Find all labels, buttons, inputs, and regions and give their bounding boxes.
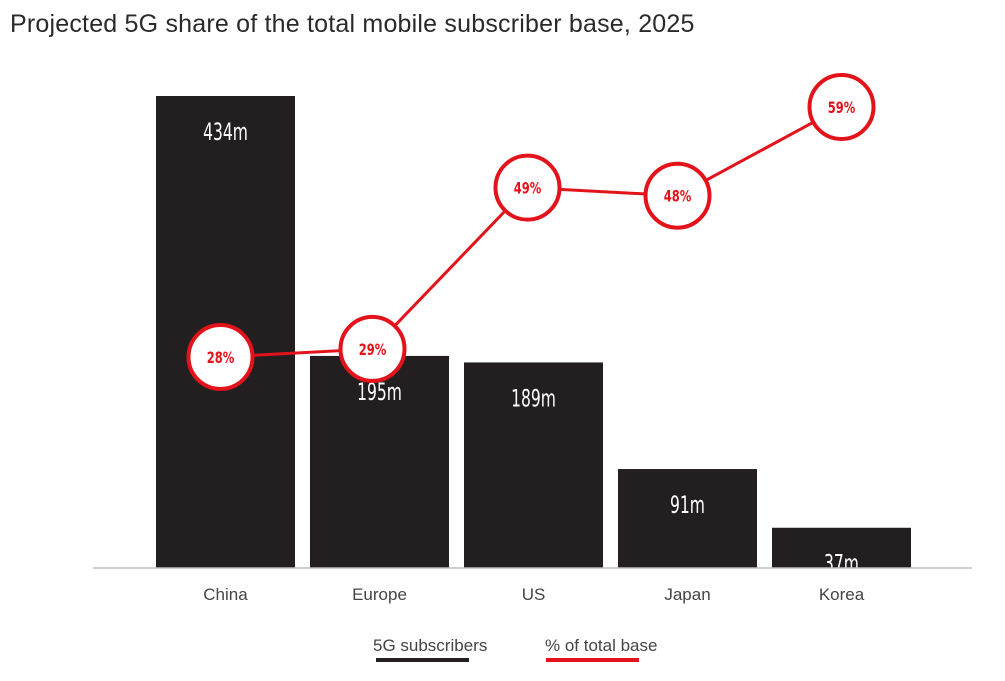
bar-europe [310, 355, 449, 568]
bar-value-label: 189m [511, 385, 556, 413]
category-label-japan: Japan [664, 585, 710, 604]
percent-marker-china [186, 323, 255, 391]
bar-value-label: 37m [824, 550, 859, 578]
category-label-china: China [203, 585, 248, 604]
category-label-us: US [522, 585, 546, 604]
chart-title: Projected 5G share of the total mobile s… [10, 10, 695, 38]
bar-korea [772, 527, 911, 568]
percent-marker-korea [807, 73, 876, 141]
percent-value-label: 48% [664, 188, 692, 206]
legend-swatch-percent-total [546, 658, 639, 662]
percent-series-line [220, 105, 843, 359]
legend-label-5g-subscribers: 5G subscribers [373, 636, 487, 655]
category-label-europe: Europe [352, 585, 407, 604]
percent-value-label: 29% [359, 341, 387, 359]
bar-japan [618, 469, 757, 568]
bar-value-label: 91m [670, 491, 705, 519]
percent-line-group: 28% 29% 49% 48% 59% [186, 73, 876, 391]
bar-value-label: 195m [357, 378, 402, 406]
category-labels: China Europe US Japan Korea [203, 585, 864, 604]
bar-us [464, 362, 603, 568]
percent-marker-japan [643, 161, 712, 230]
percent-value-label: 49% [514, 180, 542, 198]
percent-value-label: 59% [828, 99, 856, 117]
legend-swatch-5g-subscribers [376, 658, 469, 662]
percent-marker-europe [338, 314, 407, 383]
bar-value-label: 434m [203, 118, 248, 146]
percent-value-label: 28% [207, 349, 235, 367]
category-label-korea: Korea [819, 585, 865, 604]
legend-label-percent-total: % of total base [545, 636, 657, 655]
legend: 5G subscribers % of total base [373, 636, 657, 662]
percent-marker-us [493, 153, 562, 222]
